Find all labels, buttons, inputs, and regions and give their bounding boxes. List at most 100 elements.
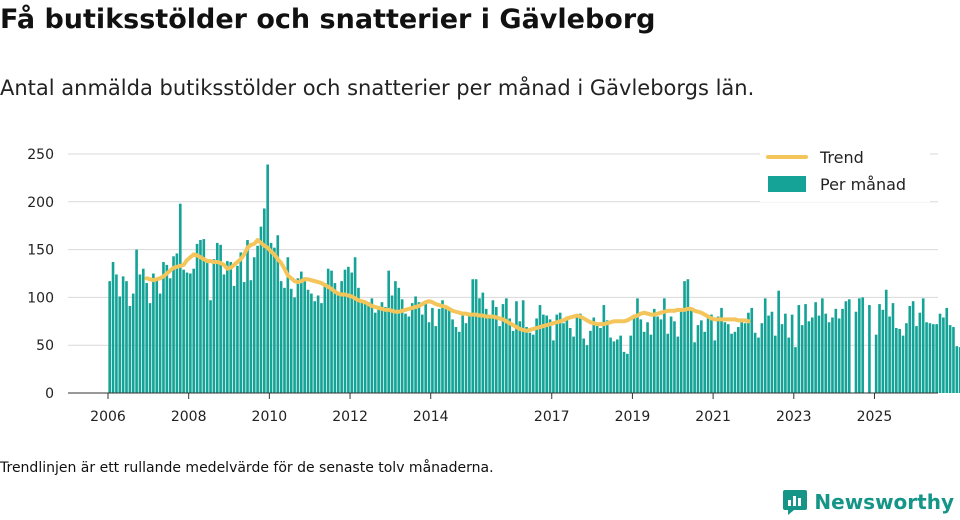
bar	[858, 298, 861, 393]
bar	[135, 249, 138, 393]
bar	[821, 298, 824, 393]
bar	[279, 281, 283, 393]
bar	[323, 283, 327, 393]
bar	[330, 270, 333, 393]
bar	[427, 322, 431, 393]
bar	[421, 314, 424, 393]
bar	[713, 340, 717, 393]
bar	[333, 283, 337, 393]
bar	[518, 321, 522, 393]
bar	[921, 298, 925, 393]
bar	[743, 323, 747, 393]
bar	[508, 318, 512, 393]
x-tick-label: 2025	[857, 409, 893, 425]
bar	[905, 323, 908, 393]
bar	[273, 247, 276, 393]
bar	[908, 306, 912, 393]
bar	[562, 323, 565, 393]
bar	[209, 300, 212, 393]
bar	[498, 326, 501, 393]
bar	[646, 322, 649, 393]
bar	[861, 297, 865, 393]
bar	[619, 335, 622, 393]
bar	[447, 309, 451, 393]
brand[interactable]: Newsworthy	[782, 488, 954, 516]
bar	[370, 298, 374, 393]
bar	[464, 323, 468, 393]
bar	[747, 312, 750, 393]
bar	[145, 283, 148, 393]
bar	[501, 304, 505, 393]
bar	[276, 235, 280, 393]
bar	[757, 337, 760, 393]
bar	[753, 332, 757, 393]
bar	[659, 319, 663, 393]
bar	[152, 273, 155, 393]
bar	[515, 301, 518, 393]
bar	[831, 317, 834, 393]
bar	[363, 304, 367, 393]
bar	[461, 315, 464, 393]
bar	[397, 287, 401, 393]
x-tick-label: 2014	[413, 409, 449, 425]
footnote: Trendlinjen är ett rullande medelvärde f…	[0, 460, 494, 476]
bar	[148, 303, 152, 393]
bar	[827, 322, 831, 393]
bar	[784, 313, 787, 393]
bar	[407, 316, 411, 393]
bar	[531, 334, 535, 393]
bar	[568, 327, 572, 393]
bar	[609, 337, 612, 393]
bar	[410, 303, 414, 393]
bar	[589, 330, 592, 393]
bar	[404, 313, 407, 393]
bar	[481, 292, 485, 393]
bar	[737, 327, 740, 393]
bar	[952, 327, 955, 393]
bar	[585, 345, 589, 393]
bar	[494, 306, 498, 393]
legend-bar-swatch	[768, 176, 806, 192]
bar	[652, 308, 656, 393]
bar	[558, 312, 562, 393]
bar	[935, 324, 938, 393]
bar	[763, 298, 767, 393]
bar	[306, 289, 310, 393]
bar	[723, 322, 727, 393]
bar	[437, 308, 441, 393]
bar	[326, 268, 330, 393]
bar	[343, 269, 347, 393]
bar	[649, 334, 653, 393]
bar	[125, 281, 128, 393]
bar	[212, 259, 216, 393]
bar	[488, 317, 491, 393]
bar	[236, 265, 239, 393]
bars-layer	[108, 164, 960, 393]
bar	[474, 279, 478, 393]
bar	[895, 327, 898, 393]
bar	[693, 342, 696, 393]
bar	[656, 316, 659, 393]
bar	[434, 326, 438, 393]
bar	[663, 298, 666, 393]
bar	[205, 261, 209, 393]
bar	[457, 331, 461, 393]
x-tick-label: 2006	[90, 409, 126, 425]
bar	[773, 335, 777, 393]
bar	[605, 320, 609, 393]
bar	[387, 270, 391, 393]
bar	[676, 336, 680, 393]
bar	[222, 274, 226, 393]
bar	[320, 303, 323, 393]
bar	[683, 281, 686, 393]
bar	[898, 328, 901, 393]
bar	[602, 305, 606, 393]
bar	[299, 271, 303, 393]
bar	[817, 315, 821, 393]
bar	[797, 305, 801, 393]
bar	[478, 298, 481, 393]
bar	[545, 315, 549, 393]
bar	[854, 311, 858, 393]
bar	[636, 298, 639, 393]
bar	[548, 319, 552, 393]
